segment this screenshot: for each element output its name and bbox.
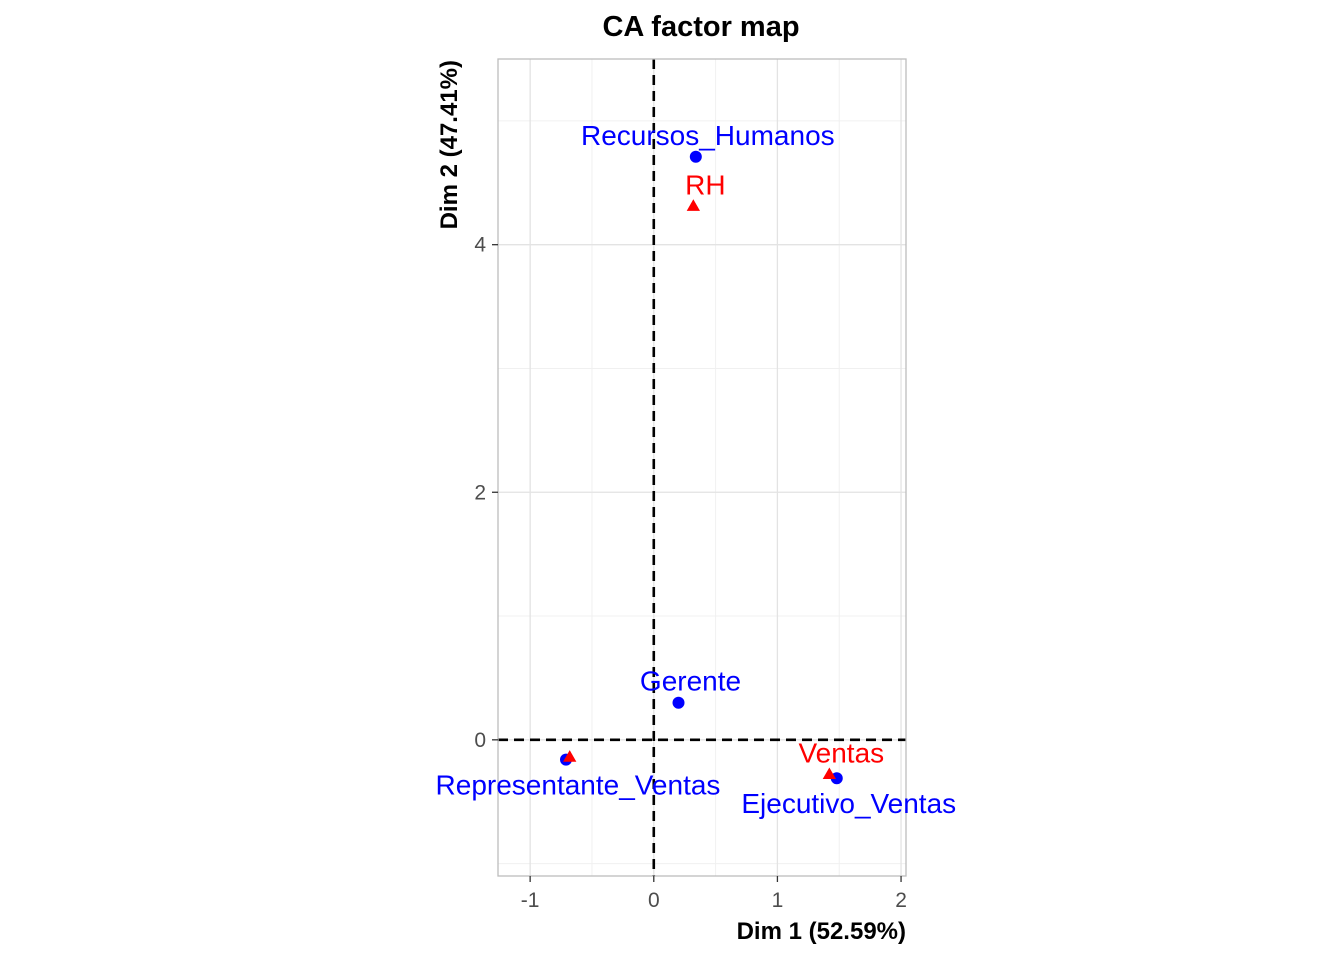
labels-layer: Recursos_Humanos Gerente Representante_Ven… [436, 120, 957, 819]
x-tick-label: -1 [521, 889, 540, 912]
x-tick-label: 1 [772, 889, 784, 912]
y-tick-label: 2 [474, 481, 486, 504]
point-label: Representante_Ventas [436, 770, 721, 801]
point-marker-circle [672, 696, 685, 709]
point-marker-triangle [563, 750, 577, 762]
x-axis-title: Dim 1 (52.59%) [737, 918, 906, 945]
panel-border [497, 58, 907, 877]
y-axis-title: Dim 2 (47.41%) [436, 60, 463, 229]
point-label: Ventas [799, 737, 885, 768]
x-tick-label: 0 [648, 889, 660, 912]
point-marker-triangle [686, 199, 700, 211]
point-label: RH [685, 169, 725, 200]
point-label: Gerente [640, 666, 741, 697]
chart-title: CA factor map [602, 11, 799, 43]
y-tick-label: 4 [474, 234, 486, 257]
x-tick-label: 2 [895, 889, 907, 912]
point-label: Ejecutivo_Ventas [741, 788, 956, 819]
y-tick-label: 0 [474, 729, 486, 752]
point-marker-circle [689, 150, 702, 163]
point-label: Recursos_Humanos [581, 120, 835, 151]
points-layer [560, 150, 843, 785]
reference-lines [498, 59, 906, 876]
point-marker-triangle [822, 767, 836, 780]
y-axis: 0 2 4 [474, 234, 498, 752]
x-axis: -1 0 1 2 [521, 876, 907, 912]
